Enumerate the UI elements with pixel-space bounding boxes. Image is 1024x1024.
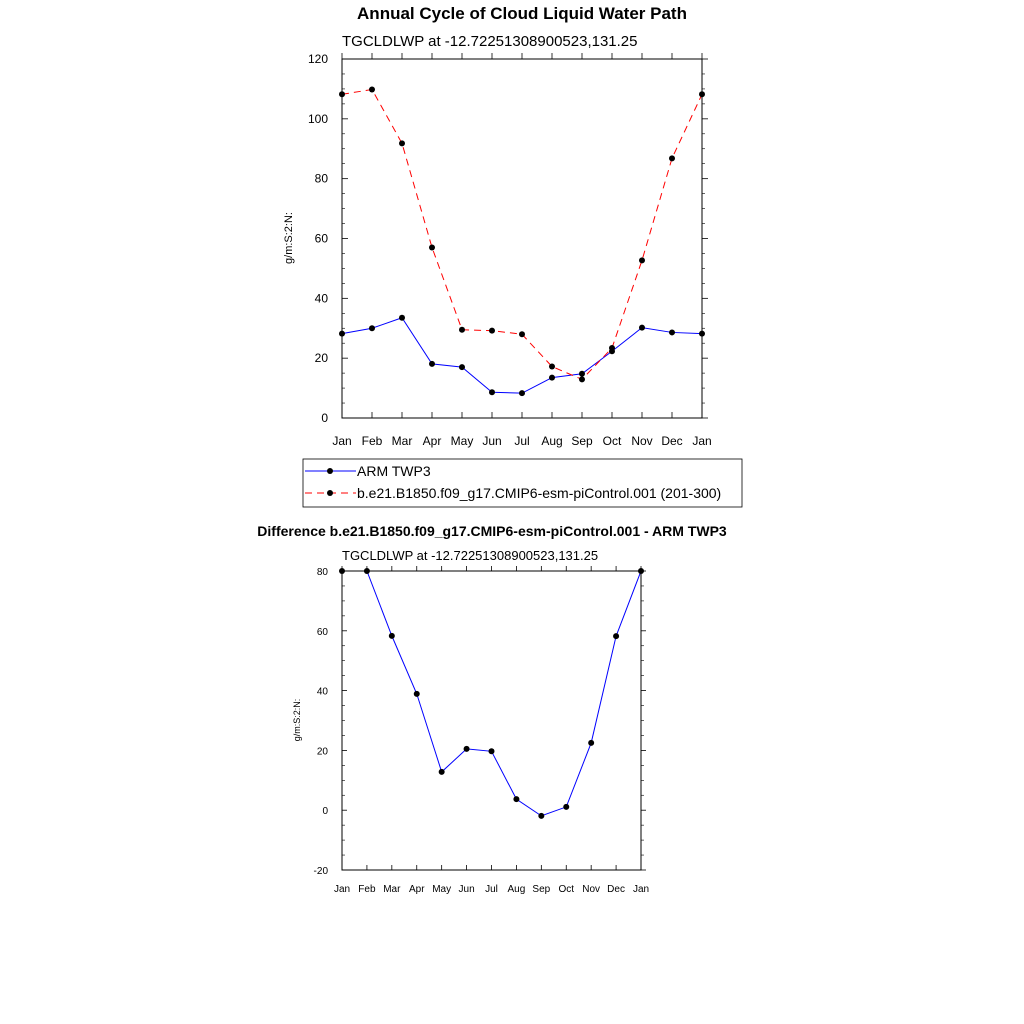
chart2-axes: Jan Feb Mar Apr May Jun Jul Aug Sep Oct Nov Dec Jan-… bbox=[314, 566, 649, 895]
chart2-xtick-label: Jan bbox=[334, 884, 350, 895]
chart1-series-0-point bbox=[369, 325, 375, 332]
chart1-series-group bbox=[339, 86, 705, 397]
chart1-xtick-label: Jan bbox=[692, 434, 711, 448]
chart1-xtick-label: Jun bbox=[482, 434, 501, 448]
chart2-ylabel: g/m:S:2:N: bbox=[292, 699, 302, 742]
chart1-ytick-label: 20 bbox=[315, 351, 329, 365]
chart1-xtick-label: Aug bbox=[541, 434, 562, 448]
chart2-ytick-label: 80 bbox=[317, 567, 329, 578]
chart1-series-1-point bbox=[459, 326, 465, 333]
chart2-series-0-point bbox=[413, 690, 420, 697]
chart1-plot-frame bbox=[341, 58, 703, 419]
legend-entry-model: b.e21.B1850.f09_g17.CMIP6-esm-piControl.… bbox=[305, 485, 721, 501]
chart1-xtick-label: Mar bbox=[392, 434, 413, 448]
chart1-axes: Jan Feb Mar Apr May Jun Jul Aug Sep Oct Nov Dec Jan 0… bbox=[308, 52, 712, 448]
chart1-series-1-point bbox=[579, 376, 585, 383]
chart1-ytick-label: 40 bbox=[315, 291, 329, 305]
chart1-xtick-label: Feb bbox=[362, 434, 383, 448]
chart2-xtick-label: Aug bbox=[508, 884, 526, 895]
chart2-title: Difference b.e21.B1850.f09_g17.CMIP6-esm… bbox=[257, 523, 727, 539]
legend-marker-arm bbox=[327, 468, 333, 474]
chart2-ytick-label: 60 bbox=[317, 627, 329, 638]
chart1-series-0-point bbox=[549, 374, 555, 381]
chart2-plot-frame bbox=[341, 570, 642, 871]
chart2-series-0-point bbox=[513, 796, 520, 803]
legend-box bbox=[302, 458, 743, 508]
chart1-xtick-label: Dec bbox=[661, 434, 682, 448]
chart2-xtick-label: Dec bbox=[607, 884, 625, 895]
chart1-ytick-label: 120 bbox=[308, 52, 328, 66]
chart2-ytick-label: 40 bbox=[317, 687, 329, 698]
chart1-xtick-label: Sep bbox=[571, 434, 593, 448]
chart1-series-1-point bbox=[609, 344, 615, 351]
legend-entry-arm: ARM TWP3 bbox=[305, 463, 431, 479]
chart2-ytick-label: 20 bbox=[317, 746, 329, 757]
chart2-subtitle: TGCLDLWP at -12.72251308900523,131.25 bbox=[342, 548, 598, 563]
chart1-ytick-label: 0 bbox=[321, 411, 328, 425]
chart2-series-0-point bbox=[463, 745, 470, 752]
chart1-ytick-label: 100 bbox=[308, 112, 328, 126]
chart1-series-0-point bbox=[579, 370, 585, 377]
chart1-series-1-point bbox=[429, 244, 435, 251]
chart2-xtick-label: Jun bbox=[459, 884, 475, 895]
chart1-series-1-point bbox=[549, 363, 555, 370]
chart1-ylabel: g/m:S:2:N: bbox=[283, 212, 295, 264]
chart2-xtick-label: Jan bbox=[633, 884, 649, 895]
chart2-xtick-label: Sep bbox=[532, 884, 550, 895]
chart1-series-0-point bbox=[399, 314, 405, 321]
chart2-series-0-point bbox=[613, 633, 620, 640]
chart2-xtick-label: Jul bbox=[485, 884, 498, 895]
chart2-ytick-label: 0 bbox=[322, 806, 328, 817]
chart2-xtick-label: Feb bbox=[358, 884, 376, 895]
legend-label-arm: ARM TWP3 bbox=[357, 463, 431, 479]
chart1-series-0-point bbox=[459, 364, 465, 371]
chart2-xtick-label: Apr bbox=[409, 884, 425, 895]
chart2-series-group bbox=[339, 568, 644, 819]
chart2-xtick-label: May bbox=[432, 884, 451, 895]
chart2-series-0-point bbox=[563, 803, 570, 810]
chart1-subtitle: TGCLDLWP at -12.72251308900523,131.25 bbox=[342, 33, 638, 50]
chart2-series-0-point bbox=[588, 739, 595, 746]
chart1-series-1-point bbox=[519, 331, 525, 338]
chart1-series-0-point bbox=[519, 390, 525, 397]
chart2-xtick-label: Oct bbox=[558, 884, 574, 895]
chart1-ytick-label: 60 bbox=[315, 232, 329, 246]
chart1-legend: ARM TWP3 b.e21.B1850.f09_g17.CMIP6-esm-p… bbox=[302, 458, 743, 508]
chart1-xtick-label: Jul bbox=[514, 434, 529, 448]
chart2-series-0-point bbox=[488, 748, 495, 755]
legend-marker-model bbox=[327, 490, 333, 496]
chart1-xtick-label: Nov bbox=[631, 434, 652, 448]
chart1-series-1-point bbox=[369, 86, 375, 93]
chart1-series-0-point bbox=[429, 360, 435, 367]
chart1-series-0-point bbox=[669, 329, 675, 336]
chart1-series-1-point bbox=[669, 155, 675, 162]
difference-chart: Difference b.e21.B1850.f09_g17.CMIP6-esm… bbox=[257, 523, 727, 895]
chart1-xtick-label: Oct bbox=[603, 434, 622, 448]
chart2-xtick-label: Nov bbox=[582, 884, 600, 895]
annual-cycle-chart: Annual Cycle of Cloud Liquid Water Path … bbox=[283, 4, 743, 508]
chart1-ytick-label: 80 bbox=[315, 172, 329, 186]
chart2-xtick-label: Mar bbox=[383, 884, 401, 895]
chart2-series-0-point bbox=[388, 632, 395, 639]
chart1-xtick-label: Jan bbox=[332, 434, 351, 448]
chart1-series-0-point bbox=[639, 324, 645, 331]
chart1-title: Annual Cycle of Cloud Liquid Water Path bbox=[357, 4, 687, 23]
chart1-series-1-point bbox=[399, 140, 405, 147]
chart1-series-1-point bbox=[639, 257, 645, 264]
chart1-series-0-point bbox=[489, 389, 495, 396]
chart1-xtick-label: May bbox=[451, 434, 474, 448]
chart2-series-0-point bbox=[438, 768, 445, 775]
chart2-series-0-point bbox=[538, 812, 545, 819]
chart1-xtick-label: Apr bbox=[423, 434, 442, 448]
legend-label-model: b.e21.B1850.f09_g17.CMIP6-esm-piControl.… bbox=[357, 485, 721, 501]
chart2-ytick-label: -20 bbox=[314, 866, 329, 877]
chart1-series-1-point bbox=[489, 327, 495, 334]
